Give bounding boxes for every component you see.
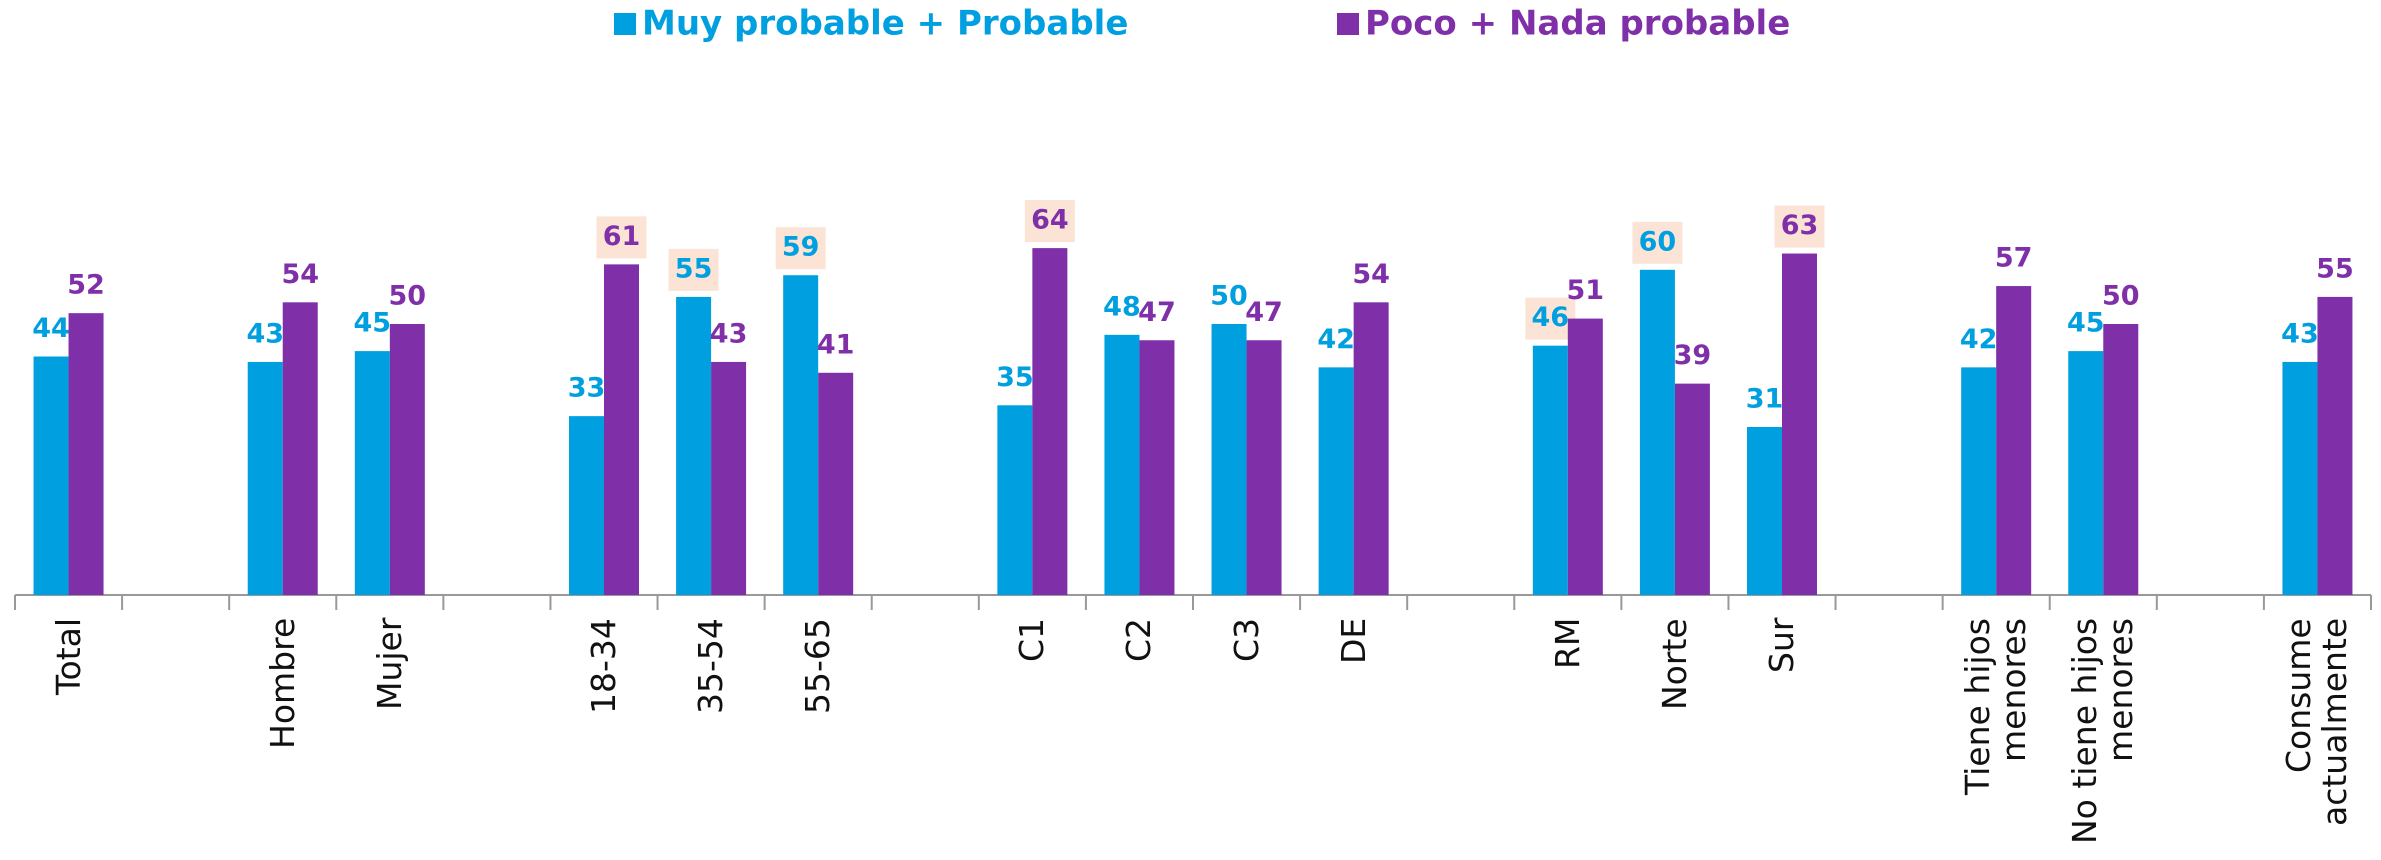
bar bbox=[1532, 345, 1568, 595]
x-tick-label: Sur bbox=[1762, 618, 1801, 674]
bar bbox=[1246, 340, 1282, 595]
data-label: 41 bbox=[817, 329, 855, 360]
bar bbox=[1782, 253, 1817, 596]
legend-swatch bbox=[614, 13, 636, 35]
bar bbox=[2317, 296, 2353, 595]
data-label: 47 bbox=[1138, 297, 1176, 328]
bar bbox=[676, 296, 712, 595]
x-tick-label: 18-34 bbox=[584, 618, 623, 714]
label-highlight bbox=[775, 227, 826, 270]
data-label: 52 bbox=[67, 270, 105, 301]
bar bbox=[2282, 361, 2318, 595]
data-label: 51 bbox=[1567, 275, 1605, 306]
data-label: 50 bbox=[2102, 281, 2140, 312]
x-tick-label: RM bbox=[1547, 618, 1587, 670]
bar bbox=[569, 416, 604, 595]
x-tick-label: DE bbox=[1333, 618, 1373, 665]
bar bbox=[389, 324, 425, 595]
data-label: 64 bbox=[1031, 205, 1069, 236]
bar bbox=[818, 372, 854, 595]
data-label: 39 bbox=[1674, 340, 1712, 371]
x-tick-label: 35-54 bbox=[691, 618, 731, 714]
data-label: 33 bbox=[568, 373, 606, 404]
x-tick-label: Total bbox=[48, 618, 88, 696]
bar bbox=[1747, 426, 1782, 595]
data-label: 50 bbox=[389, 281, 427, 312]
data-label: 61 bbox=[603, 221, 641, 252]
x-tick-label: 55-65 bbox=[798, 618, 838, 714]
data-label: 47 bbox=[1245, 297, 1283, 328]
bar bbox=[2103, 324, 2139, 595]
data-label: 46 bbox=[1532, 302, 1570, 333]
bar bbox=[1567, 318, 1603, 595]
bar bbox=[1139, 340, 1175, 595]
x-tick-label: Norte bbox=[1654, 618, 1694, 710]
bar bbox=[1996, 286, 2032, 595]
label-highlight bbox=[1024, 200, 1075, 243]
label-highlight bbox=[1774, 205, 1825, 248]
data-label: 42 bbox=[1317, 324, 1355, 355]
bar bbox=[1639, 269, 1675, 595]
data-label: 60 bbox=[1639, 226, 1677, 257]
bar bbox=[604, 264, 639, 595]
x-tick-label: Tiene hijos menores bbox=[1958, 618, 2034, 795]
bar bbox=[1211, 324, 1247, 595]
x-tick-label: C3 bbox=[1226, 618, 1266, 663]
data-label: 43 bbox=[2281, 318, 2319, 349]
data-label: 50 bbox=[1210, 281, 1248, 312]
legend-label: Muy probable + Probable bbox=[642, 4, 1128, 44]
data-label: 45 bbox=[354, 308, 392, 339]
x-tick-label: Hombre bbox=[262, 618, 302, 750]
x-tick-label: Mujer bbox=[369, 618, 409, 711]
legend-label: Poco + Nada probable bbox=[1365, 4, 1790, 44]
label-highlight bbox=[668, 248, 719, 291]
bar bbox=[68, 313, 104, 595]
data-label: 45 bbox=[2067, 308, 2105, 339]
x-tick-label: C2 bbox=[1119, 618, 1159, 663]
data-label: 57 bbox=[1995, 243, 2033, 274]
data-label: 63 bbox=[1781, 210, 1819, 241]
data-label: 55 bbox=[2316, 253, 2354, 284]
bar bbox=[33, 356, 69, 595]
data-label: 35 bbox=[996, 362, 1034, 393]
x-tick-label: C1 bbox=[1012, 618, 1052, 663]
x-tick-label: Consume actualmente bbox=[2279, 618, 2355, 827]
bar bbox=[1318, 367, 1354, 595]
data-label: 54 bbox=[281, 259, 319, 290]
bar bbox=[247, 361, 283, 595]
data-label: 55 bbox=[675, 253, 713, 284]
data-label: 59 bbox=[782, 232, 820, 263]
bar bbox=[1104, 334, 1140, 595]
bar bbox=[1674, 383, 1710, 595]
bar bbox=[783, 275, 819, 595]
bar bbox=[2068, 351, 2104, 595]
data-label: 31 bbox=[1746, 383, 1784, 414]
label-highlight bbox=[1632, 221, 1683, 264]
data-label: 54 bbox=[1352, 259, 1390, 290]
bar bbox=[354, 351, 390, 595]
data-label: 42 bbox=[1960, 324, 1998, 355]
data-label: 43 bbox=[246, 318, 284, 349]
bar bbox=[282, 302, 318, 595]
data-label: 48 bbox=[1103, 291, 1141, 322]
data-label: 43 bbox=[710, 318, 748, 349]
x-tick-label: No tiene hijos menores bbox=[2065, 618, 2141, 845]
legend-swatch bbox=[1337, 13, 1359, 35]
label-highlight bbox=[596, 216, 647, 259]
bar bbox=[1961, 367, 1997, 595]
bar bbox=[711, 361, 747, 595]
label-highlight bbox=[1525, 297, 1576, 340]
data-label: 44 bbox=[32, 313, 70, 344]
bar bbox=[1032, 248, 1068, 595]
bar bbox=[997, 405, 1033, 595]
bar bbox=[1353, 302, 1389, 595]
